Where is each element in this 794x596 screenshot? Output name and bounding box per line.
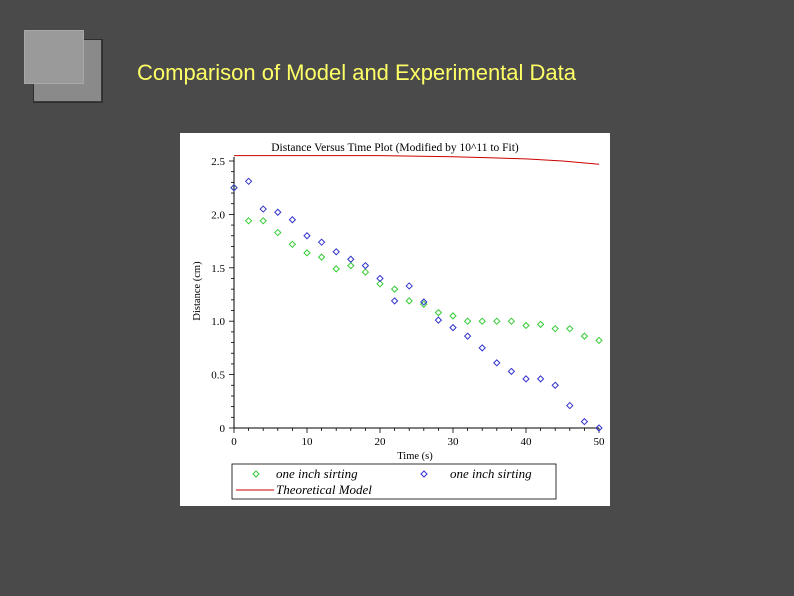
y-tick-label: 2.0: [211, 209, 225, 221]
green-data-point: [361, 268, 370, 276]
x-tick-label: 0: [231, 436, 237, 448]
x-tick-label: 40: [521, 436, 533, 448]
blue-data-point: [449, 323, 457, 332]
legend-marker-green: [252, 470, 260, 478]
green-data-point: [536, 320, 545, 329]
y-tick-label: 2.5: [211, 156, 225, 168]
green-data-point: [566, 324, 574, 333]
blue-data-point: [274, 208, 282, 216]
green-data-point: [274, 228, 282, 237]
slide-title: Comparison of Model and Experimental Dat…: [137, 60, 577, 85]
legend-items: [236, 470, 428, 491]
x-tick-label: 50: [594, 436, 606, 448]
blue-data-point: [595, 424, 603, 432]
blue-data-point: [244, 177, 253, 185]
decorative-square-front: [24, 30, 84, 84]
green-data-point: [288, 240, 297, 249]
y-tick-label: 0: [220, 423, 226, 435]
blue-data-point: [493, 359, 501, 367]
blue-data-point: [303, 232, 311, 240]
legend: one inch sirting one inch sirting Theore…: [231, 463, 557, 500]
blue-data-point: [288, 216, 297, 224]
y-tick-label: 0.5: [211, 370, 225, 382]
green-data-point: [259, 217, 267, 225]
axes: [233, 157, 599, 429]
green-data-point: [347, 261, 355, 270]
blue-data-point: [405, 282, 413, 290]
blue-data-point: [566, 401, 574, 410]
green-data-point: [522, 321, 530, 330]
green-data-point: [493, 317, 501, 325]
chart-title: Distance Versus Time Plot (Modified by 1…: [271, 142, 519, 154]
chart-container: Distance Versus Time Plot (Modified by 1…: [180, 133, 610, 506]
green-data-point: [317, 253, 326, 261]
legend-label-red: Theoretical Model: [276, 482, 372, 497]
blue-data-point: [361, 261, 370, 270]
x-tick-label: 10: [302, 436, 314, 448]
green-data-point: [434, 308, 443, 317]
y-tick-label: 1.5: [211, 263, 225, 275]
x-tick-label: 20: [375, 436, 387, 448]
blue-data-point: [478, 344, 486, 352]
green-data-point: [551, 324, 559, 333]
blue-data-point: [507, 367, 516, 376]
blue-data-point: [332, 248, 340, 256]
green-data-point: [332, 265, 340, 273]
plot-marks: [230, 155, 603, 432]
green-data-point: [303, 249, 311, 257]
blue-data-point: [522, 375, 530, 383]
legend-label-green: one inch sirting: [276, 466, 358, 481]
legend-label-blue: one inch sirting: [450, 466, 532, 481]
green-data-point: [507, 317, 516, 325]
blue-data-point: [420, 298, 428, 306]
green-data-point: [420, 300, 428, 308]
green-data-point: [244, 217, 253, 225]
theoretical-model-line: [234, 155, 600, 165]
blue-data-point: [536, 375, 545, 383]
blue-data-point: [347, 255, 355, 263]
green-data-point: [376, 280, 384, 288]
legend-marker-blue: [420, 470, 428, 478]
y-tick-label: 1.0: [211, 316, 225, 328]
blue-data-point: [551, 381, 559, 389]
blue-data-point: [434, 316, 443, 324]
x-tick-label: 30: [448, 436, 460, 448]
blue-data-point: [390, 297, 399, 305]
green-data-point: [390, 285, 399, 293]
green-data-point: [580, 332, 589, 340]
blue-data-point: [376, 274, 384, 283]
blue-data-point: [259, 205, 267, 213]
x-axis-label: Time (s): [397, 451, 433, 462]
green-data-point: [595, 336, 603, 345]
green-data-point: [449, 312, 457, 320]
blue-data-point: [230, 183, 238, 192]
axis-ticks: 0 10 20 30 40 50 0 0.5 1.0 1.5 2.0 2.5: [211, 156, 605, 448]
green-data-point: [463, 317, 472, 325]
blue-data-point: [317, 238, 326, 246]
blue-data-point: [463, 332, 472, 340]
y-axis-label: Distance (cm): [192, 261, 203, 321]
chart-svg: Distance Versus Time Plot (Modified by 1…: [192, 142, 605, 500]
green-data-point: [478, 317, 486, 325]
blue-data-point: [580, 417, 589, 426]
green-data-point: [405, 297, 413, 305]
legend-box: [231, 463, 557, 500]
